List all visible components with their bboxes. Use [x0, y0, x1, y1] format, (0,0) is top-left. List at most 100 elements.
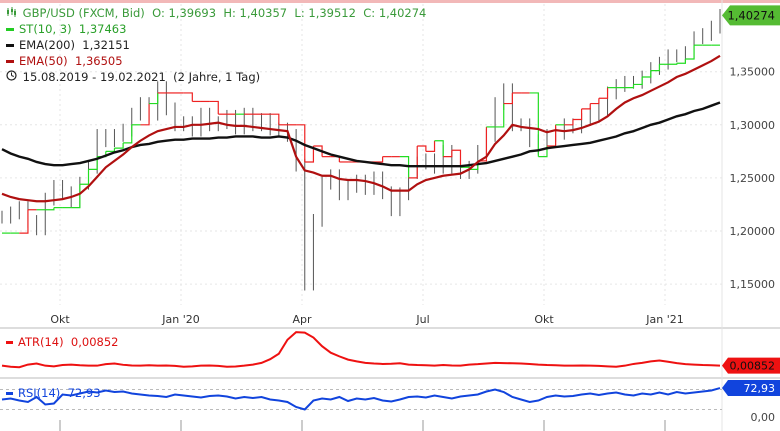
st-segment	[114, 142, 124, 149]
st-segment	[417, 145, 427, 152]
atr-label: ATR(14)	[18, 335, 64, 349]
high-value: 1,40357	[239, 6, 288, 20]
ema50-line	[1, 54, 721, 203]
rsi-last-label: 72,93	[744, 382, 776, 395]
rsi-last-badge	[722, 380, 780, 397]
st-segment	[434, 140, 444, 157]
st-value: 1,37463	[78, 22, 127, 36]
st-segment	[296, 124, 306, 162]
range-note: (2 Jahre, 1 Tag)	[173, 70, 261, 84]
y-tick-label: 1,15000	[730, 278, 776, 291]
st-segment	[19, 209, 29, 234]
st-segment	[650, 64, 661, 72]
instrument-header: GBP/USD (FXCM, Bid) O: 1,39693 H: 1,4035…	[6, 6, 426, 22]
st-segment	[105, 148, 116, 152]
st-segment	[149, 92, 159, 105]
atr-line	[1, 331, 721, 369]
st-segment	[590, 98, 600, 105]
atr-last-badge	[722, 357, 780, 374]
ema50-label: EMA(50)	[19, 54, 68, 68]
ema50-value: 1,36505	[74, 54, 123, 68]
open-value: 1,39693	[168, 6, 217, 20]
st-segment	[71, 184, 81, 209]
low-value: 1,39512	[308, 6, 356, 20]
top-accent-bar	[0, 0, 780, 3]
st-segment	[408, 146, 418, 179]
st-segment	[581, 103, 591, 110]
open-label: O:	[152, 6, 165, 20]
st-segment	[564, 119, 574, 126]
x-tick-label: Jul	[415, 313, 429, 326]
rsi-y-tick-label: 0,00	[751, 411, 776, 424]
legend-st: ST(10, 3) 1,37463	[6, 22, 126, 36]
close-label: C:	[363, 6, 376, 20]
y-tick-label: 1,20000	[730, 225, 776, 238]
rsi-legend-value: 72,93	[67, 386, 101, 400]
st-segment	[495, 103, 505, 128]
y-tick-label: 1,35000	[730, 66, 776, 79]
st-segment	[140, 103, 150, 126]
st-segment	[373, 156, 384, 163]
ema50-swatch	[6, 60, 14, 63]
low-label: L:	[294, 6, 305, 20]
st-segment	[209, 100, 219, 115]
st-segment	[477, 126, 488, 162]
x-tick-label: Jan '20	[161, 313, 199, 326]
st-segment	[88, 156, 98, 170]
close-value: 1,40274	[378, 6, 427, 20]
st-segment	[503, 92, 513, 105]
last-price-badge	[722, 5, 780, 26]
atr-last-label: 0,00852	[730, 360, 776, 373]
st-segment	[546, 124, 557, 147]
legend-ema200: EMA(200) 1,32151	[6, 38, 130, 52]
x-tick-label: Jan '21	[645, 313, 683, 326]
legend-atr: ATR(14) 0,00852	[6, 335, 118, 349]
st-segment	[313, 145, 323, 157]
last-price-label: 1,40274	[727, 8, 775, 22]
clock-icon	[6, 70, 18, 86]
rsi-label: RSI(14)	[18, 386, 61, 400]
date-range: 15.08.2019 - 19.02.2021 (2 Jahre, 1 Tag)	[6, 70, 260, 86]
x-tick-label: Okt	[50, 313, 70, 326]
x-tick-label: Okt	[534, 313, 554, 326]
y-tick-label: 1,30000	[730, 119, 776, 132]
legend-ema50: EMA(50) 1,36505	[6, 54, 123, 68]
st-segment	[572, 108, 583, 121]
range-dates: 15.08.2019 - 19.02.2021	[22, 70, 166, 84]
st-segment	[624, 84, 635, 89]
st-segment	[45, 207, 55, 211]
ema200-label: EMA(200)	[19, 38, 75, 52]
ema200-value: 1,32151	[82, 38, 130, 52]
ema200-line	[1, 101, 721, 168]
rsi-line	[1, 387, 721, 411]
st-segment	[668, 63, 678, 65]
high-label: H:	[223, 6, 236, 20]
st-segment	[685, 45, 695, 60]
st-segment	[598, 87, 609, 99]
candlestick-icon	[6, 7, 18, 22]
st-segment	[676, 58, 686, 64]
legend-rsi: RSI(14) 72,93	[6, 386, 101, 400]
x-tick-label: Apr	[292, 313, 312, 326]
st-segment	[183, 92, 193, 102]
atr-legend-value: 0,00852	[70, 335, 119, 349]
st-swatch	[6, 28, 14, 31]
st-segment	[633, 77, 643, 86]
st-segment	[538, 146, 548, 158]
st-segment	[443, 150, 453, 158]
rsi-swatch	[6, 392, 13, 395]
y-tick-label: 1,25000	[730, 172, 776, 185]
st-segment	[642, 70, 652, 78]
st-segment	[425, 140, 436, 152]
instrument-name: GBP/USD (FXCM, Bid)	[22, 6, 145, 20]
st-segment	[399, 156, 410, 178]
atr-swatch	[6, 341, 13, 344]
st-segment	[123, 124, 133, 144]
st-segment	[304, 146, 315, 163]
st-segment	[270, 113, 280, 125]
st-label: ST(10, 3)	[19, 22, 72, 36]
ema200-swatch	[6, 44, 14, 47]
st-segment	[79, 169, 90, 185]
st-segment	[451, 149, 462, 168]
